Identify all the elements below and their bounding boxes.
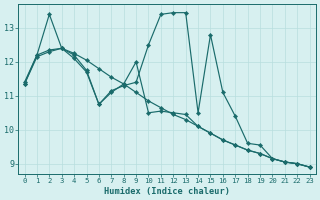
- X-axis label: Humidex (Indice chaleur): Humidex (Indice chaleur): [104, 187, 230, 196]
